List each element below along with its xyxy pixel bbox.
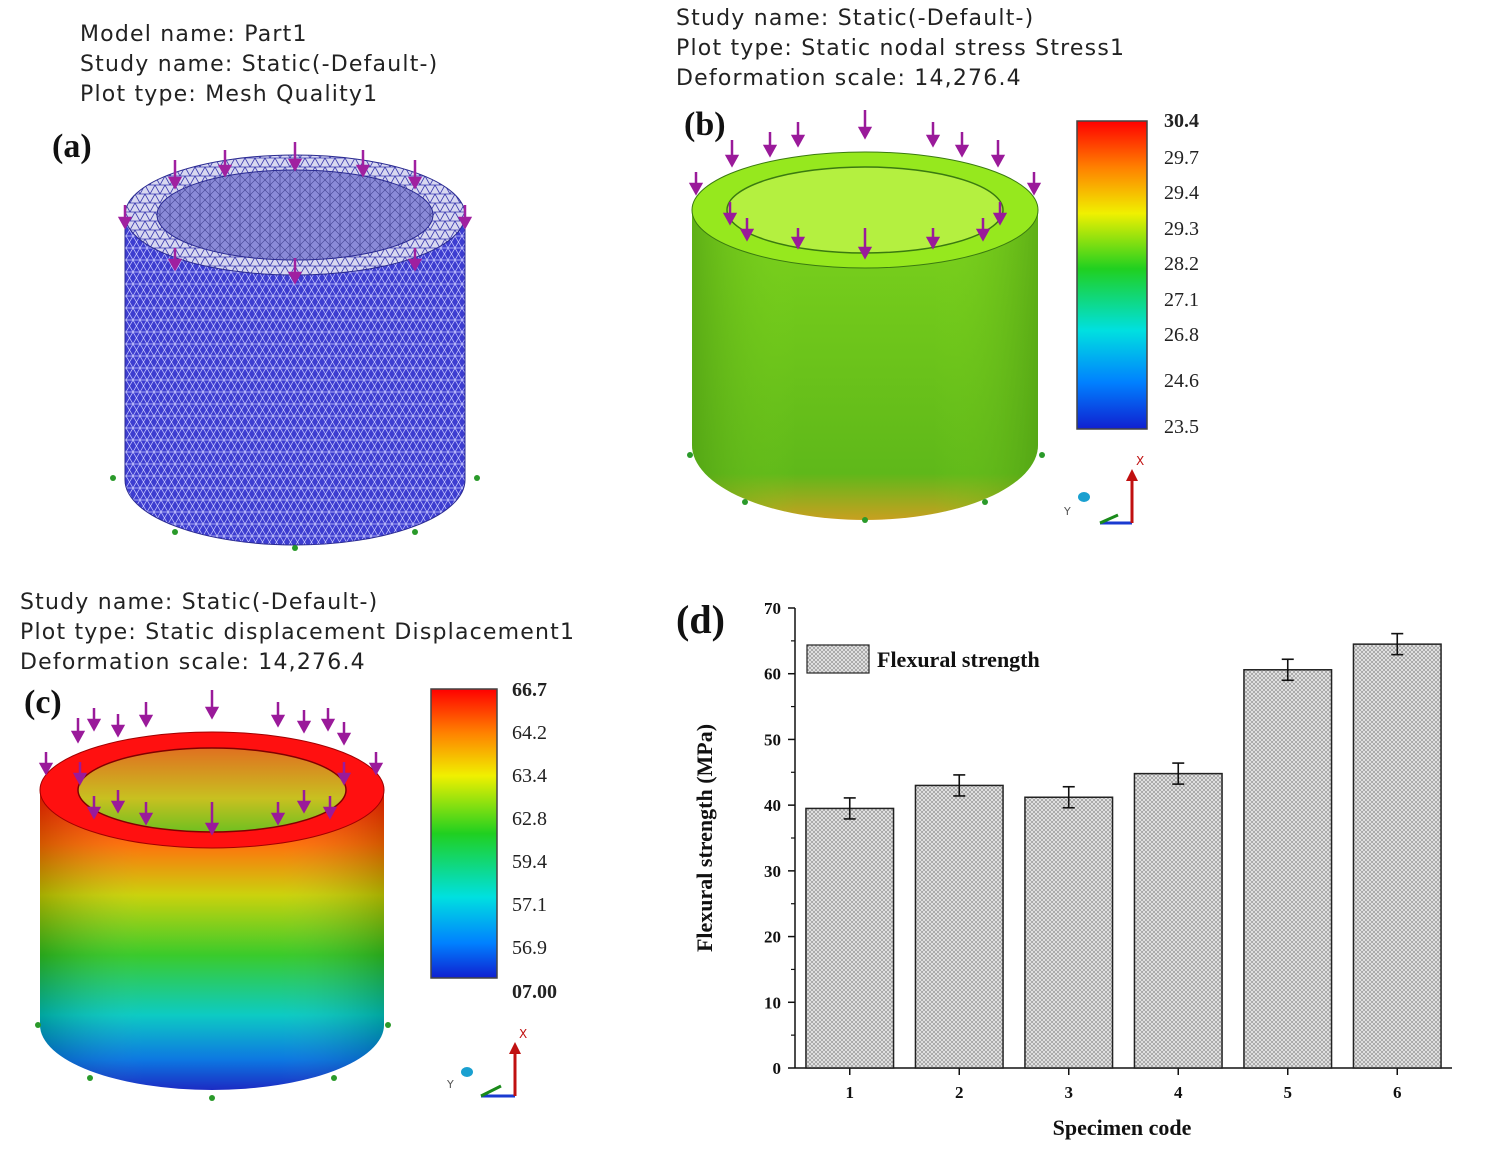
x-axis-label: Specimen code [1053, 1115, 1192, 1140]
displacement-legend-value: 66.7 [512, 679, 547, 701]
y-tick-label: 10 [764, 993, 781, 1012]
x-tick-label: 6 [1393, 1083, 1402, 1102]
panel-c-label: (c) [24, 684, 62, 721]
mesh-cylinder-inner-wall [156, 169, 434, 261]
panel-b-study-name: Study name: Static(-Default-) [676, 6, 1035, 31]
x-tick-label: 5 [1284, 1083, 1293, 1102]
flexural-strength-bar-chart: 0 10 20 30 40 50 60 70 1 2 3 4 5 6 Flexural strength … [692, 599, 1452, 1140]
displacement-cylinder-model [35, 690, 391, 1101]
x-tick-label: 2 [955, 1083, 964, 1102]
load-arrows [117, 142, 473, 285]
axis-triad-y-label: Y [1063, 505, 1071, 518]
y-axis-label: Flexural strength (MPa) [692, 724, 717, 952]
y-tick-label: 60 [764, 665, 781, 684]
axis-triad-x-label: X [1136, 455, 1144, 468]
displacement-legend-value: 63.4 [512, 765, 547, 787]
stress-legend-value: 28.2 [1164, 253, 1199, 275]
stress-legend-value: 26.8 [1164, 324, 1199, 346]
panel-a-label: (a) [52, 128, 92, 165]
axis-triad-y-label: Y [446, 1078, 454, 1091]
y-tick-label: 40 [764, 796, 781, 815]
stress-legend-value: 29.4 [1164, 182, 1199, 204]
bar [1352, 643, 1442, 1069]
y-tick-label: 0 [773, 1059, 782, 1078]
displacement-legend-value: 56.9 [512, 937, 547, 959]
panel-b-deformation-scale: Deformation scale: 14,276.4 [676, 66, 1022, 91]
mesh-cylinder-model [110, 142, 480, 551]
panel-c-deformation-scale: Deformation scale: 14,276.4 [20, 650, 366, 675]
legend-swatch [806, 644, 870, 674]
bar [805, 807, 895, 1069]
displacement-legend-value: 07.00 [512, 981, 557, 1003]
panel-a-plot-type: Plot type: Mesh Quality1 [80, 82, 379, 107]
stress-legend-value: 30.4 [1164, 110, 1199, 132]
axis-triad-x-label: X [519, 1028, 527, 1041]
stress-legend-value: 23.5 [1164, 416, 1199, 438]
displacement-legend-value: 62.8 [512, 808, 547, 830]
panel-b-header: Study name: Static(-Default-) Plot type:… [676, 4, 1125, 94]
bar [914, 784, 1004, 1069]
y-tick-label: 30 [764, 862, 781, 881]
y-tick-label: 50 [764, 730, 781, 749]
panel-d-label: (d) [676, 597, 725, 642]
fixtures [110, 475, 480, 551]
fixtures [687, 452, 1045, 523]
stress-cylinder-model [687, 110, 1045, 523]
x-tick-label: 1 [846, 1083, 855, 1102]
displacement-legend-value: 64.2 [512, 722, 547, 744]
fixtures [35, 1022, 391, 1101]
panel-a-header: Model name: Part1 Study name: Static(-De… [80, 20, 438, 110]
panel-a-model-name: Model name: Part1 [80, 22, 308, 47]
load-arrows [38, 690, 384, 836]
x-tick-label: 4 [1174, 1083, 1183, 1102]
chart-legend: Flexural strength [806, 644, 1040, 674]
panel-c-plot-type: Plot type: Static displacement Displacem… [20, 620, 576, 645]
chart-bars [805, 632, 1442, 1069]
mesh-cylinder-body [124, 214, 466, 546]
panel-c-study-name: Study name: Static(-Default-) [20, 590, 379, 615]
bar [1133, 772, 1223, 1069]
stress-legend-value: 27.1 [1164, 289, 1199, 311]
displacement-legend-value: 57.1 [512, 894, 547, 916]
displacement-legend-value: 59.4 [512, 851, 547, 873]
axis-triad-b: X Y [1063, 455, 1144, 525]
stress-legend-value: 24.6 [1164, 370, 1199, 392]
y-tick-label: 20 [764, 928, 781, 947]
legend-label: Flexural strength [877, 647, 1040, 672]
panel-b-label: (b) [684, 106, 726, 143]
chart-axes: 0 10 20 30 40 50 60 70 1 2 3 4 5 6 [764, 599, 1452, 1102]
panel-c-header: Study name: Static(-Default-) Plot type:… [20, 588, 575, 678]
x-tick-label: 3 [1065, 1083, 1074, 1102]
load-arrows [688, 110, 1042, 260]
y-tick-label: 70 [764, 599, 781, 618]
bar [1243, 669, 1333, 1069]
panel-a-study-name: Study name: Static(-Default-) [80, 52, 439, 77]
axis-triad-c: X Y [446, 1028, 527, 1098]
stress-legend-value: 29.3 [1164, 218, 1199, 240]
displacement-color-legend [430, 688, 498, 979]
panel-b-plot-type: Plot type: Static nodal stress Stress1 [676, 36, 1126, 61]
stress-legend-value: 29.7 [1164, 147, 1199, 169]
stress-color-legend [1076, 120, 1148, 430]
bar [1024, 796, 1114, 1069]
